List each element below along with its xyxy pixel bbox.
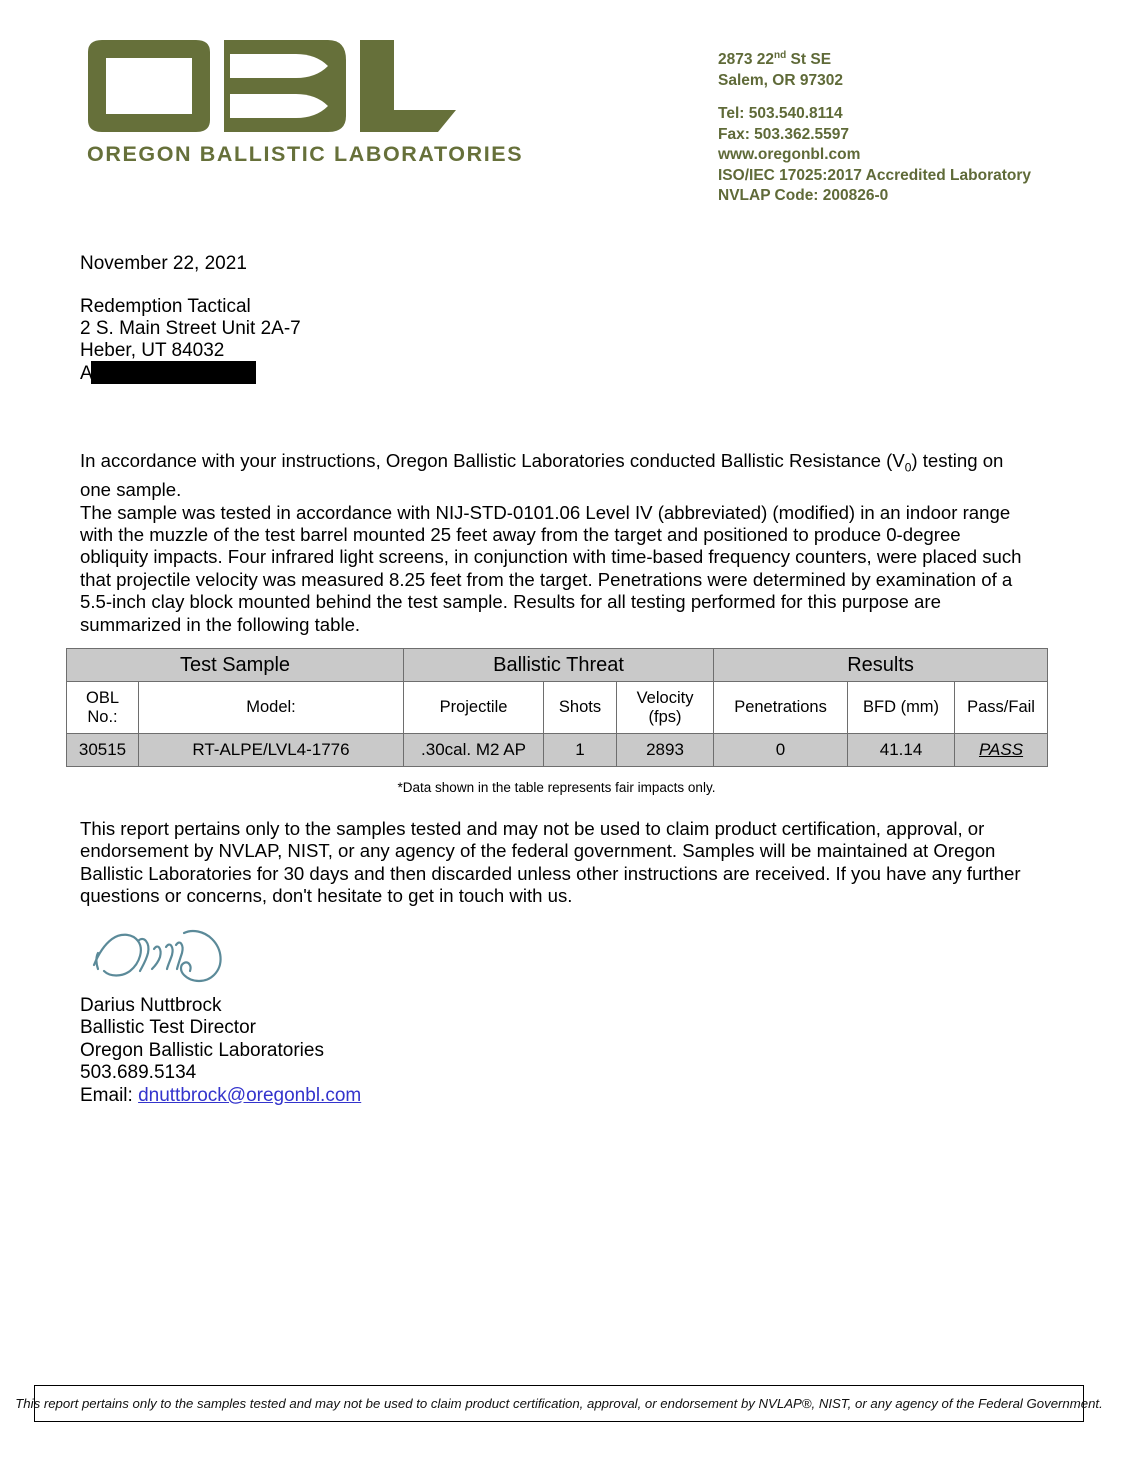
website-line: www.oregonbl.com (718, 146, 861, 164)
results-table-container: Test Sample Ballistic Threat Results OBL… (66, 648, 1049, 767)
email-label: Email: (80, 1084, 139, 1106)
email-link[interactable]: dnuttbrock@oregonbl.com (138, 1084, 362, 1106)
column-header-model: Model: (138, 681, 404, 734)
signatory-phone: 503.689.5134 (80, 1062, 197, 1084)
status-badge-pass-fail: PASS (954, 733, 1049, 767)
accreditation-line: ISO/IEC 17025:2017 Accredited Laboratory (718, 166, 1032, 184)
report-introduction: In accordance with your instructions, Or… (80, 450, 1025, 636)
recipient-attention-line: A (80, 360, 301, 386)
column-header-penetrations: Penetrations (713, 681, 849, 734)
column-header-shots: Shots (543, 681, 617, 734)
signatory-name: Darius Nuttbrock (80, 995, 222, 1016)
page-footer: This report pertains only to the samples… (15, 1385, 1103, 1422)
table-row: 30515 RT-ALPE/LVL4-1776 .30cal. M2 AP 1 … (66, 733, 1049, 767)
obl-logo: OREGON BALLISTIC LABORATORIES (78, 38, 524, 167)
table-footnote: *Data shown in the table represents fair… (397, 780, 716, 795)
results-table: Test Sample Ballistic Threat Results OBL… (66, 648, 1049, 767)
city-state-zip-line: Salem, OR 97302 (718, 71, 843, 89)
signatory-email-line: Email: dnuttbrock@oregonbl.com (80, 1085, 361, 1107)
nvlap-code-line: NVLAP Code: 200826-0 (718, 187, 889, 205)
disclaimer-paragraph: This report pertains only to the samples… (80, 818, 1021, 907)
signatory-details: Darius Nuttbrock Ballistic Test Director… (80, 995, 361, 1107)
cell-shots: 1 (543, 733, 617, 767)
group-header-ballistic-threat: Ballistic Threat (402, 648, 715, 682)
signatory-organization: Oregon Ballistic Laboratories (80, 1039, 324, 1061)
column-header-bfd: BFD (mm) (847, 681, 956, 734)
column-header-obl-no: OBL No.: (66, 681, 139, 734)
footer-disclaimer-text: This report pertains only to the samples… (15, 1396, 1103, 1411)
column-header-projectile: Projectile (403, 681, 544, 734)
logo-wordmark: OREGON BALLISTIC LABORATORIES (87, 142, 524, 166)
group-header-test-sample: Test Sample (66, 648, 404, 682)
recipient-street: 2 S. Main Street Unit 2A-7 (80, 318, 301, 340)
cell-penetrations: 0 (713, 733, 849, 767)
letter-date: November 22, 2021 (80, 253, 247, 274)
street-ordinal-suffix: nd (774, 50, 787, 61)
cell-projectile: .30cal. M2 AP (403, 733, 544, 767)
letterhead: OREGON BALLISTIC LABORATORIES 2873 22nd … (0, 0, 1130, 215)
cell-velocity: 2893 (615, 733, 715, 767)
v-zero-subscript: 0 (904, 460, 912, 475)
lab-contact-info: 2873 22nd St SE Salem, OR 97302 Tel: 503… (718, 46, 1031, 207)
report-disclaimer: This report pertains only to the samples… (80, 818, 1025, 908)
fax-line: Fax: 503.362.5597 (718, 125, 849, 143)
contact-spacer (718, 91, 1031, 104)
cell-obl-no: 30515 (66, 733, 139, 767)
intro-paragraph: In accordance with your instructions, Or… (80, 450, 1004, 501)
signature-block: Darius Nuttbrock Ballistic Test Director… (80, 925, 361, 1107)
method-paragraph: The sample was tested in accordance with… (80, 501, 1022, 635)
recipient-company: Redemption Tactical (80, 296, 251, 317)
street-address-line: 2873 22nd St SE (718, 50, 832, 69)
cell-model: RT-ALPE/LVL4-1776 (138, 733, 404, 767)
signature-image (92, 929, 222, 983)
redaction-bar (91, 360, 256, 384)
column-header-pass-fail: Pass/Fail (954, 681, 1049, 734)
recipient-city-state-zip: Heber, UT 84032 (80, 340, 225, 362)
obl-logo-mark (88, 40, 456, 132)
table-column-header-row: OBL No.: Model: Projectile Shots Velocit… (66, 681, 1049, 734)
recipient-address: Redemption Tactical 2 S. Main Street Uni… (80, 296, 301, 386)
cell-bfd: 41.14 (847, 733, 956, 767)
table-group-header-row: Test Sample Ballistic Threat Results (66, 648, 1049, 682)
group-header-results: Results (713, 648, 1049, 682)
signatory-title: Ballistic Test Director (80, 1017, 256, 1039)
telephone-line: Tel: 503.540.8114 (718, 105, 843, 123)
attention-prefix: A (80, 362, 93, 384)
column-header-velocity: Velocity (fps) (615, 681, 715, 734)
